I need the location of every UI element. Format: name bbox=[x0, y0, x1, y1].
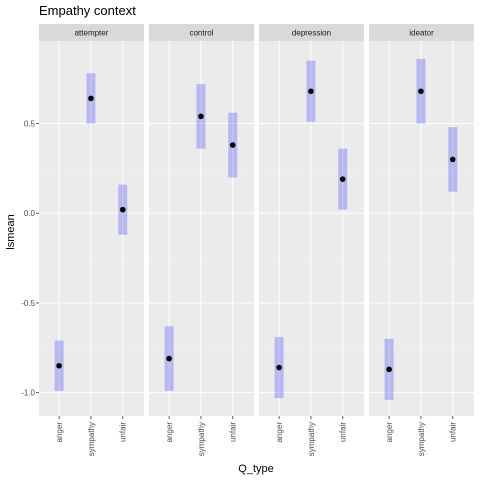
data-point bbox=[276, 364, 282, 371]
data-point bbox=[198, 113, 204, 120]
data-point bbox=[339, 176, 346, 182]
y-tick-label: -1.0 bbox=[21, 389, 35, 398]
y-tick-label: -0.5 bbox=[21, 299, 35, 308]
data-point bbox=[166, 355, 172, 362]
x-tick-label: unfair bbox=[119, 422, 128, 442]
x-tick-label: unfair bbox=[229, 422, 238, 442]
facet-strip-label: control bbox=[189, 29, 213, 38]
data-point bbox=[56, 362, 62, 369]
data-point bbox=[386, 366, 392, 373]
panel-background bbox=[259, 41, 364, 416]
x-tick-label: unfair bbox=[339, 422, 348, 442]
x-tick-label: anger bbox=[275, 422, 284, 443]
facet-strip-label: depression bbox=[292, 29, 331, 38]
data-point bbox=[418, 88, 424, 95]
x-tick-label: anger bbox=[55, 422, 64, 443]
x-tick-label: unfair bbox=[449, 422, 458, 442]
panel-background bbox=[369, 41, 474, 416]
data-point bbox=[308, 88, 314, 95]
panel-background bbox=[149, 41, 254, 416]
x-tick-label: sympathy bbox=[307, 422, 316, 456]
data-point bbox=[88, 95, 94, 102]
y-tick-label: 0.0 bbox=[24, 209, 36, 218]
panel-background bbox=[39, 41, 144, 416]
facet-strip-label: attempter bbox=[75, 29, 109, 38]
y-tick-label: 0.5 bbox=[24, 120, 36, 129]
data-point bbox=[119, 206, 126, 213]
chart-title: Empathy context bbox=[39, 3, 136, 18]
facet-strip bbox=[369, 24, 474, 41]
facet-strip bbox=[149, 24, 254, 41]
data-point bbox=[229, 142, 236, 148]
data-point bbox=[449, 156, 456, 163]
x-tick-label: sympathy bbox=[417, 422, 426, 456]
x-tick-label: sympathy bbox=[87, 422, 96, 456]
plot-layer: -1.0 -0.5 0.0 0.5 attempter anger sympathy unfa… bbox=[21, 24, 474, 456]
facet-strip bbox=[39, 24, 144, 41]
x-tick-label: sympathy bbox=[197, 422, 206, 456]
facet-strip bbox=[259, 24, 364, 41]
facet-strip-label: ideator bbox=[409, 29, 434, 38]
x-tick-label: anger bbox=[385, 422, 394, 443]
x-axis-title: Q_type bbox=[238, 463, 273, 475]
y-axis-title: lsmean bbox=[5, 214, 17, 249]
x-tick-label: anger bbox=[165, 422, 174, 443]
